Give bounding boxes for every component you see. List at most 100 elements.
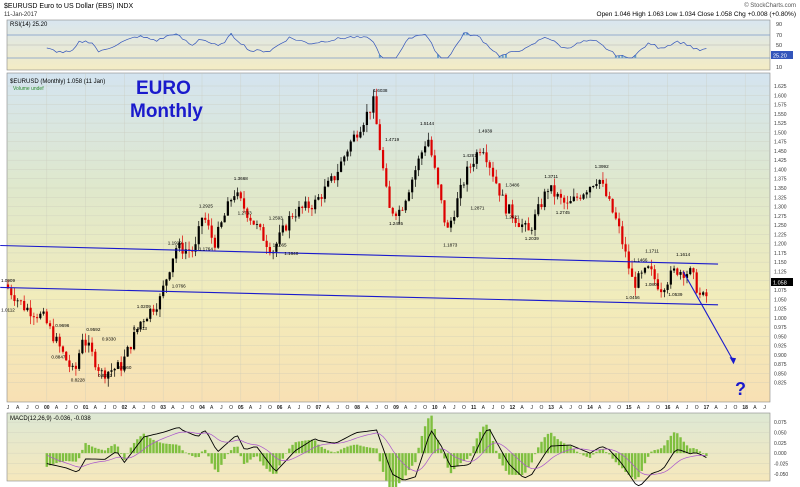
price-point-label: 1.0539	[668, 292, 682, 297]
candle-body	[145, 318, 149, 322]
candle-body	[29, 307, 32, 317]
candle-body	[184, 249, 187, 254]
candle-body	[352, 134, 356, 142]
macd-histogram-bar	[210, 453, 213, 464]
candle-body	[391, 207, 394, 214]
price-point-label: 1.3711	[544, 174, 558, 179]
rsi-tick-50: 50	[776, 43, 782, 49]
price-tick-label: 1.525	[774, 121, 787, 127]
candle-body	[637, 273, 640, 288]
macd-tick-label: 0.075	[774, 420, 787, 426]
macd-histogram-bar	[58, 453, 61, 463]
macd-histogram-bar	[194, 453, 197, 458]
candle-body	[255, 224, 259, 225]
candle-body	[656, 279, 659, 290]
macd-histogram-bar	[149, 438, 152, 454]
x-month-label: J	[375, 405, 378, 411]
candle-body	[575, 196, 579, 198]
candle-body	[572, 196, 575, 202]
candle-body	[336, 171, 339, 181]
macd-histogram-bar	[87, 444, 91, 454]
candle-body	[517, 223, 520, 227]
candle-body	[543, 191, 546, 208]
macd-histogram-bar	[255, 453, 259, 457]
candle-body	[488, 162, 491, 168]
candle-body	[129, 346, 132, 350]
candle-body	[627, 251, 630, 269]
macd-histogram-bar	[701, 453, 705, 454]
candle-body	[32, 316, 35, 318]
candle-body	[249, 217, 252, 221]
macd-histogram-bar	[394, 453, 398, 487]
macd-histogram-bar	[433, 428, 436, 454]
x-month-label: O	[35, 405, 39, 411]
candle-body	[394, 213, 398, 217]
macd-histogram-bar	[398, 453, 401, 484]
x-year-label: 10	[432, 405, 438, 411]
candle-body	[682, 272, 685, 278]
candle-body	[103, 370, 107, 379]
candle-body	[252, 220, 255, 225]
macd-histogram-bar	[97, 448, 100, 454]
candle-body	[284, 225, 288, 231]
macd-histogram-bar	[585, 453, 588, 457]
price-tick-label: 0.925	[774, 344, 787, 350]
macd-tick-label: 0.000	[774, 451, 787, 457]
macd-histogram-bar	[698, 451, 702, 454]
macd-histogram-bar	[672, 432, 676, 454]
macd-histogram-bar	[291, 444, 294, 454]
candle-body	[634, 276, 637, 288]
macd-histogram-bar	[669, 435, 673, 454]
macd-histogram-bar	[423, 426, 427, 454]
price-point-label: 1.1873	[443, 242, 457, 247]
candle-body	[676, 268, 679, 275]
macd-histogram-bar	[517, 453, 521, 476]
macd-histogram-bar	[336, 451, 339, 454]
chart-date: 11-Jan-2017	[4, 12, 38, 18]
macd-histogram-bar	[546, 433, 550, 454]
candle-body	[181, 242, 184, 254]
macd-histogram-bar	[171, 444, 175, 454]
candle-body	[246, 208, 249, 218]
price-tick-label: 1.175	[774, 251, 787, 257]
macd-histogram-bar	[520, 453, 524, 476]
x-month-label: J	[143, 405, 146, 411]
price-point-label: 0.9330	[102, 337, 116, 342]
macd-histogram-bar	[617, 453, 621, 466]
x-month-label: O	[152, 405, 156, 411]
macd-histogram-bar	[637, 453, 640, 478]
candle-body	[598, 179, 601, 184]
macd-histogram-bar	[627, 453, 630, 475]
x-month-label: J	[725, 405, 728, 411]
symbol-title: $EURUSD Euro to US Dollar (EBS) INDX	[4, 3, 133, 10]
macd-histogram-bar	[436, 439, 440, 454]
macd-histogram-bar	[579, 453, 582, 454]
candle-body	[559, 193, 562, 198]
candle-body	[194, 244, 197, 252]
candle-body	[440, 184, 443, 201]
price-tick-label: 0.875	[774, 362, 787, 368]
candle-body	[411, 179, 414, 193]
candle-body	[388, 186, 391, 208]
candle-body	[327, 180, 330, 187]
macd-histogram-bar	[174, 444, 178, 454]
candle-body	[414, 170, 417, 180]
macd-histogram-bar	[572, 449, 576, 454]
macd-histogram-bar	[592, 453, 595, 455]
x-month-label: J	[686, 405, 689, 411]
macd-histogram-bar	[162, 443, 165, 454]
x-month-label: O	[229, 405, 233, 411]
candle-body	[540, 204, 543, 208]
candle-body	[26, 307, 29, 311]
macd-histogram-bar	[216, 453, 220, 473]
macd-histogram-bar	[682, 441, 685, 454]
x-month-label: A	[637, 405, 641, 411]
price-point-label: 1.5144	[420, 121, 434, 126]
macd-histogram-bar	[559, 441, 563, 454]
price-tick-label: 1.425	[774, 158, 787, 164]
x-month-label: A	[365, 405, 369, 411]
rsi-current-value: 25.20	[773, 54, 787, 60]
candle-body	[6, 284, 10, 289]
candle-body	[436, 167, 440, 185]
rsi-current-box	[771, 51, 793, 59]
